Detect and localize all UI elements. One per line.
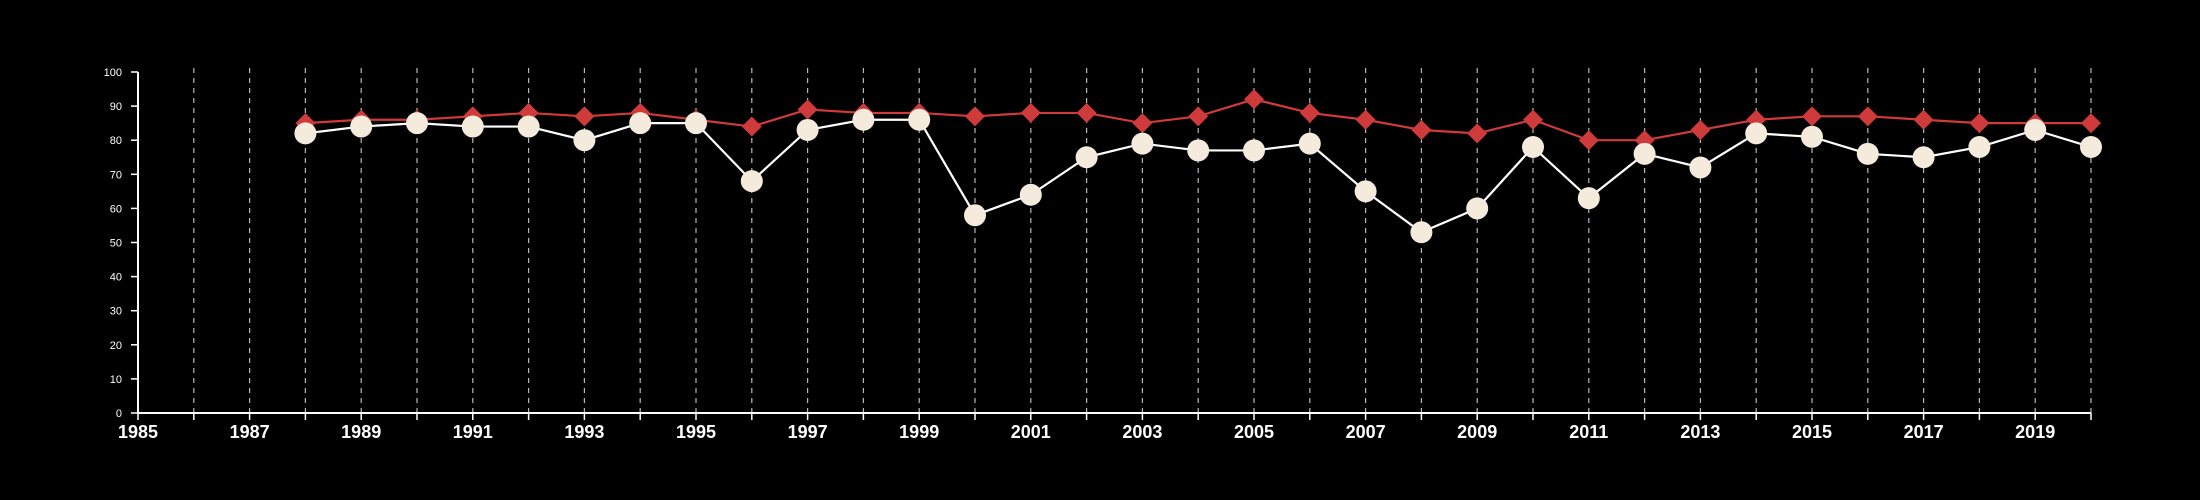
data-point bbox=[294, 122, 317, 145]
data-point bbox=[1968, 136, 1991, 159]
data-point bbox=[965, 106, 985, 127]
data-point bbox=[1354, 180, 1377, 203]
data-point bbox=[1913, 109, 1934, 130]
data-point bbox=[685, 112, 707, 135]
data-point bbox=[1132, 113, 1153, 134]
y-tick-label: 10 bbox=[110, 374, 122, 386]
data-point bbox=[797, 99, 818, 120]
data-point bbox=[1577, 187, 1600, 210]
data-point bbox=[796, 118, 819, 141]
data-point bbox=[1856, 142, 1879, 165]
x-tick-label: 1993 bbox=[564, 422, 604, 442]
data-point bbox=[1355, 109, 1376, 130]
x-tick-label: 1991 bbox=[453, 422, 493, 442]
axes: 0 10 20 30 40 50 60 70 80 90 100 1985 1987 1989 1991 19… bbox=[104, 67, 2092, 442]
data-point bbox=[2081, 113, 2101, 134]
data-point bbox=[1745, 122, 1768, 145]
x-tick-label: 2009 bbox=[1457, 422, 1497, 442]
data-point bbox=[1187, 139, 1210, 162]
data-point bbox=[1689, 156, 1712, 179]
data-point bbox=[2024, 118, 2047, 141]
x-tick-label: 1999 bbox=[899, 422, 939, 442]
data-series bbox=[294, 89, 2102, 244]
data-point bbox=[908, 108, 931, 131]
data-point bbox=[1578, 130, 1599, 151]
data-point bbox=[1410, 221, 1433, 244]
data-point bbox=[350, 115, 373, 138]
y-tick-label: 90 bbox=[110, 101, 122, 113]
data-point bbox=[1633, 142, 1656, 165]
y-tick-label: 70 bbox=[110, 169, 122, 181]
x-tick-label: 1995 bbox=[676, 422, 716, 442]
y-tick-label: 60 bbox=[110, 203, 122, 215]
data-point bbox=[2080, 136, 2102, 159]
data-point bbox=[1020, 102, 1041, 123]
y-tick-label: 80 bbox=[110, 135, 122, 147]
x-tick-label: 1997 bbox=[788, 422, 828, 442]
data-point bbox=[1075, 146, 1098, 169]
y-tick-label: 100 bbox=[104, 67, 122, 79]
data-point bbox=[461, 115, 484, 138]
y-tick-label: 50 bbox=[110, 238, 122, 250]
data-point bbox=[1243, 139, 1265, 162]
data-point bbox=[1969, 113, 1990, 134]
x-tick-label: 2015 bbox=[1792, 422, 1832, 442]
data-point bbox=[1019, 183, 1042, 206]
data-point bbox=[574, 106, 595, 127]
data-point bbox=[1298, 132, 1321, 155]
data-point bbox=[1411, 119, 1432, 140]
x-tick-label: 2011 bbox=[1569, 422, 1608, 442]
data-point bbox=[1912, 146, 1935, 169]
data-point bbox=[629, 112, 652, 135]
x-tick-label: 2007 bbox=[1346, 422, 1386, 442]
data-point bbox=[1523, 109, 1543, 130]
x-tick-label: 2019 bbox=[2015, 422, 2055, 442]
series-1 bbox=[294, 108, 2102, 244]
data-point bbox=[1801, 125, 1823, 148]
y-tick-label: 40 bbox=[110, 272, 122, 284]
y-tick-label: 20 bbox=[110, 340, 122, 352]
data-point bbox=[406, 112, 428, 135]
data-point bbox=[1466, 197, 1489, 220]
y-tick-label: 0 bbox=[116, 408, 122, 420]
data-point bbox=[1690, 119, 1711, 140]
x-tick-label: 1985 bbox=[118, 422, 158, 442]
data-point bbox=[1076, 102, 1097, 123]
data-point bbox=[1244, 89, 1264, 110]
x-tick-label: 2005 bbox=[1234, 422, 1274, 442]
data-point bbox=[517, 115, 540, 138]
gridlines bbox=[193, 68, 2092, 413]
data-point bbox=[1467, 123, 1488, 144]
data-point bbox=[1746, 109, 1767, 130]
x-tick-label: 1989 bbox=[341, 422, 381, 442]
series-line bbox=[305, 118, 2092, 234]
data-point bbox=[740, 170, 763, 193]
data-point bbox=[852, 108, 875, 131]
x-tick-label: 2003 bbox=[1122, 422, 1162, 442]
x-tick-label: 2017 bbox=[1904, 422, 1944, 442]
data-point bbox=[1299, 102, 1320, 123]
data-point bbox=[741, 116, 762, 137]
x-tick-label: 2013 bbox=[1680, 422, 1720, 442]
x-tick-label: 2001 bbox=[1011, 422, 1051, 442]
data-point bbox=[1188, 106, 1209, 127]
y-tick-label: 30 bbox=[110, 306, 122, 318]
data-point bbox=[1131, 132, 1154, 155]
data-point bbox=[1522, 136, 1544, 159]
data-point bbox=[1857, 106, 1878, 127]
data-point bbox=[964, 204, 986, 227]
data-point bbox=[1802, 106, 1822, 127]
x-tick-label: 1987 bbox=[230, 422, 270, 442]
data-point bbox=[573, 129, 596, 152]
